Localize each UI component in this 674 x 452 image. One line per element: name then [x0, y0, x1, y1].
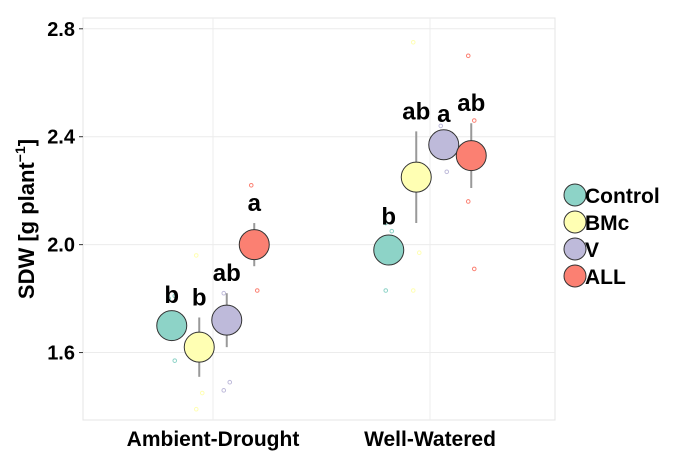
y-tick-label: 2.4 — [47, 127, 76, 149]
raw-point — [248, 182, 254, 188]
mean-point — [211, 304, 243, 336]
mean-point — [238, 229, 270, 261]
raw-point — [254, 288, 260, 293]
raw-point — [465, 199, 471, 204]
letter-label: b — [164, 282, 179, 309]
letter-label: ab — [402, 98, 430, 125]
raw-point — [199, 390, 205, 396]
raw-point — [416, 250, 422, 256]
y-label-main: SDW [g plant — [14, 162, 39, 300]
mean-point — [183, 331, 215, 363]
raw-point — [383, 220, 389, 226]
raw-point — [465, 53, 471, 59]
raw-point — [410, 288, 416, 293]
y-axis-label: SDW [g plant−1] — [12, 139, 39, 299]
raw-point — [444, 169, 450, 175]
legend-swatch — [563, 210, 587, 234]
letter-label: ab — [457, 90, 485, 117]
mean-point — [156, 310, 188, 342]
y-tick-label: 2.8 — [47, 19, 75, 41]
y-label-end: ] — [14, 139, 39, 146]
raw-point — [389, 228, 395, 234]
mean-point — [400, 161, 432, 193]
mean-point — [455, 140, 487, 172]
panel — [82, 17, 556, 421]
x-tick-label: Well-Watered — [364, 428, 496, 451]
raw-point — [438, 123, 444, 129]
letter-label: a — [248, 190, 262, 217]
raw-point — [221, 388, 227, 393]
raw-point — [193, 406, 199, 412]
mean-point — [373, 234, 405, 266]
legend-swatch — [563, 183, 587, 207]
legend-label: V — [585, 239, 599, 262]
y-tick-label: 1.6 — [47, 343, 75, 365]
raw-point — [471, 266, 477, 272]
raw-point — [172, 293, 178, 299]
letter-label: a — [437, 101, 451, 128]
legend-label: BMc — [585, 212, 630, 235]
legend-swatch — [563, 237, 587, 261]
letter-label: b — [381, 204, 396, 231]
mean-point — [428, 129, 460, 161]
raw-point — [172, 358, 178, 363]
y-tick-label: 2.0 — [47, 235, 75, 257]
x-tick-label: Ambient-Drought — [127, 428, 300, 451]
legend-swatch — [563, 264, 587, 288]
raw-point — [166, 296, 172, 301]
letter-label: b — [192, 284, 207, 311]
raw-point — [471, 118, 477, 123]
y-label-sup: −1 — [12, 146, 28, 162]
legend-label: ALL — [585, 266, 626, 289]
legend-label: Control — [585, 185, 660, 208]
raw-point — [383, 288, 389, 293]
raw-point — [227, 379, 233, 385]
raw-point — [410, 39, 416, 45]
raw-point — [221, 290, 227, 296]
letter-label: ab — [213, 260, 241, 287]
raw-point — [193, 253, 199, 258]
